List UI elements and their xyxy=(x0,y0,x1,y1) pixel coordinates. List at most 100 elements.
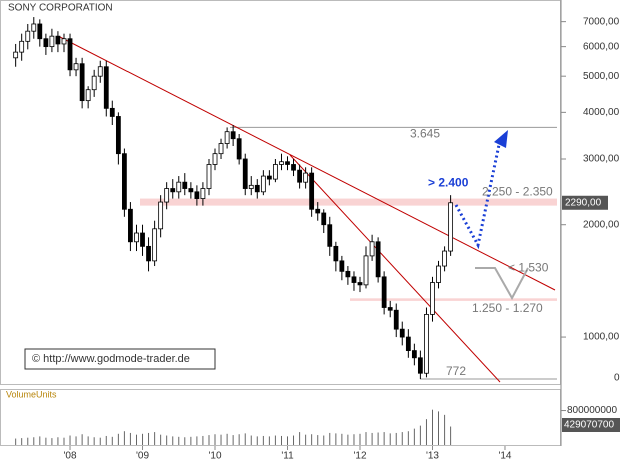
candle-body xyxy=(297,169,303,183)
y-tick-label: 1000,00 xyxy=(583,332,620,343)
candle-body xyxy=(260,175,266,193)
candle-body xyxy=(303,172,309,183)
trend-line xyxy=(289,154,501,383)
candle-body xyxy=(134,232,139,243)
candle-body xyxy=(67,38,73,71)
x-tick-label: '08 xyxy=(64,451,77,462)
candle-body xyxy=(381,276,387,308)
candle-body xyxy=(164,188,170,203)
candle-body xyxy=(115,116,121,155)
candle-body xyxy=(158,201,164,230)
candle-body xyxy=(194,191,200,199)
price-marker-label: 2290,00 xyxy=(565,197,602,208)
candle-body xyxy=(375,241,381,278)
x-tick-label: '14 xyxy=(498,451,511,462)
chart-title: SONY CORPORATION xyxy=(8,3,113,14)
candle-body xyxy=(333,245,339,262)
candle-body xyxy=(188,188,194,193)
level-label: 772 xyxy=(446,364,466,378)
candle-body xyxy=(351,276,357,283)
volume-marker-label: 429070700 xyxy=(564,420,614,431)
candle-body xyxy=(128,208,133,243)
candle-body xyxy=(417,357,423,374)
candle-body xyxy=(55,35,61,45)
candle-body xyxy=(212,153,218,165)
candle-body xyxy=(363,255,369,286)
candle-body xyxy=(448,202,454,252)
candle-body xyxy=(91,75,97,91)
zone-label: 2.250 - 2.350 xyxy=(482,185,553,199)
candle-body xyxy=(97,66,103,77)
candle-body xyxy=(109,107,115,117)
candle-body xyxy=(200,188,206,199)
candle-body xyxy=(103,66,109,109)
candle-body xyxy=(31,23,37,32)
candle-body xyxy=(206,164,212,189)
candle-body xyxy=(218,143,224,155)
x-tick-label: '09 xyxy=(136,451,149,462)
candle-body xyxy=(285,161,290,165)
x-tick-label: '12 xyxy=(353,451,366,462)
zone xyxy=(350,298,557,301)
trend-line xyxy=(59,36,556,291)
y-tick-label: 6000,00 xyxy=(583,41,620,52)
candle-body xyxy=(25,30,31,42)
candle-body xyxy=(61,38,67,45)
y-tick-label: 2000,00 xyxy=(583,219,620,230)
projection-path xyxy=(475,267,529,301)
candle-body xyxy=(387,307,393,311)
candle-body xyxy=(357,282,363,286)
candle-body xyxy=(230,131,236,140)
candle-body xyxy=(176,181,182,193)
candle-body xyxy=(43,38,49,48)
copyright: © http://www.godmode-trader.de xyxy=(32,353,190,365)
candle-body xyxy=(315,208,321,214)
copyright-box xyxy=(24,348,216,370)
candle-body xyxy=(266,175,272,180)
target-label: < 1.530 xyxy=(508,260,549,274)
candle-body xyxy=(436,265,441,283)
level-label: 3.645 xyxy=(410,127,440,141)
target-label: > 2.400 xyxy=(428,175,469,189)
y-floor-label: 0 xyxy=(614,373,620,384)
candle-body xyxy=(399,328,405,338)
x-tick-label: '11 xyxy=(281,451,294,462)
zone-label: 1.250 - 1.270 xyxy=(472,301,543,315)
candle-body xyxy=(49,35,55,48)
candle-body xyxy=(121,153,127,210)
candle-body xyxy=(272,164,278,180)
y-tick-label: 5000,00 xyxy=(583,71,620,82)
candle-body xyxy=(291,164,296,171)
candle-body xyxy=(279,161,284,165)
x-tick-label: '10 xyxy=(208,451,221,462)
volume-label: VolumeUnits xyxy=(6,389,57,399)
candle-body xyxy=(146,245,151,262)
candle-body xyxy=(152,228,158,262)
zone xyxy=(140,198,557,206)
candle-body xyxy=(369,241,375,257)
candle-body xyxy=(79,63,85,102)
volume-tick-label: 800000000 xyxy=(567,405,617,416)
candle-body xyxy=(430,282,435,315)
y-tick-label: 3000,00 xyxy=(583,154,620,165)
candle-body xyxy=(182,181,188,189)
candle-body xyxy=(85,89,91,102)
arrow-head xyxy=(494,130,508,148)
candle-body xyxy=(224,131,230,144)
candle-body xyxy=(327,224,333,247)
candle-body xyxy=(393,309,399,330)
candle-body xyxy=(236,138,242,160)
candle-body xyxy=(309,172,315,210)
candle-body xyxy=(248,184,254,189)
candle-body xyxy=(19,40,25,53)
candle-body xyxy=(170,188,176,193)
candle-body xyxy=(442,250,447,267)
candle-body xyxy=(405,336,411,351)
candle-body xyxy=(73,63,79,71)
candle-body xyxy=(13,51,19,59)
y-tick-label: 4000,00 xyxy=(583,107,620,118)
projection-arrow xyxy=(454,139,502,250)
candle-body xyxy=(345,270,351,278)
candle-body xyxy=(254,184,260,193)
